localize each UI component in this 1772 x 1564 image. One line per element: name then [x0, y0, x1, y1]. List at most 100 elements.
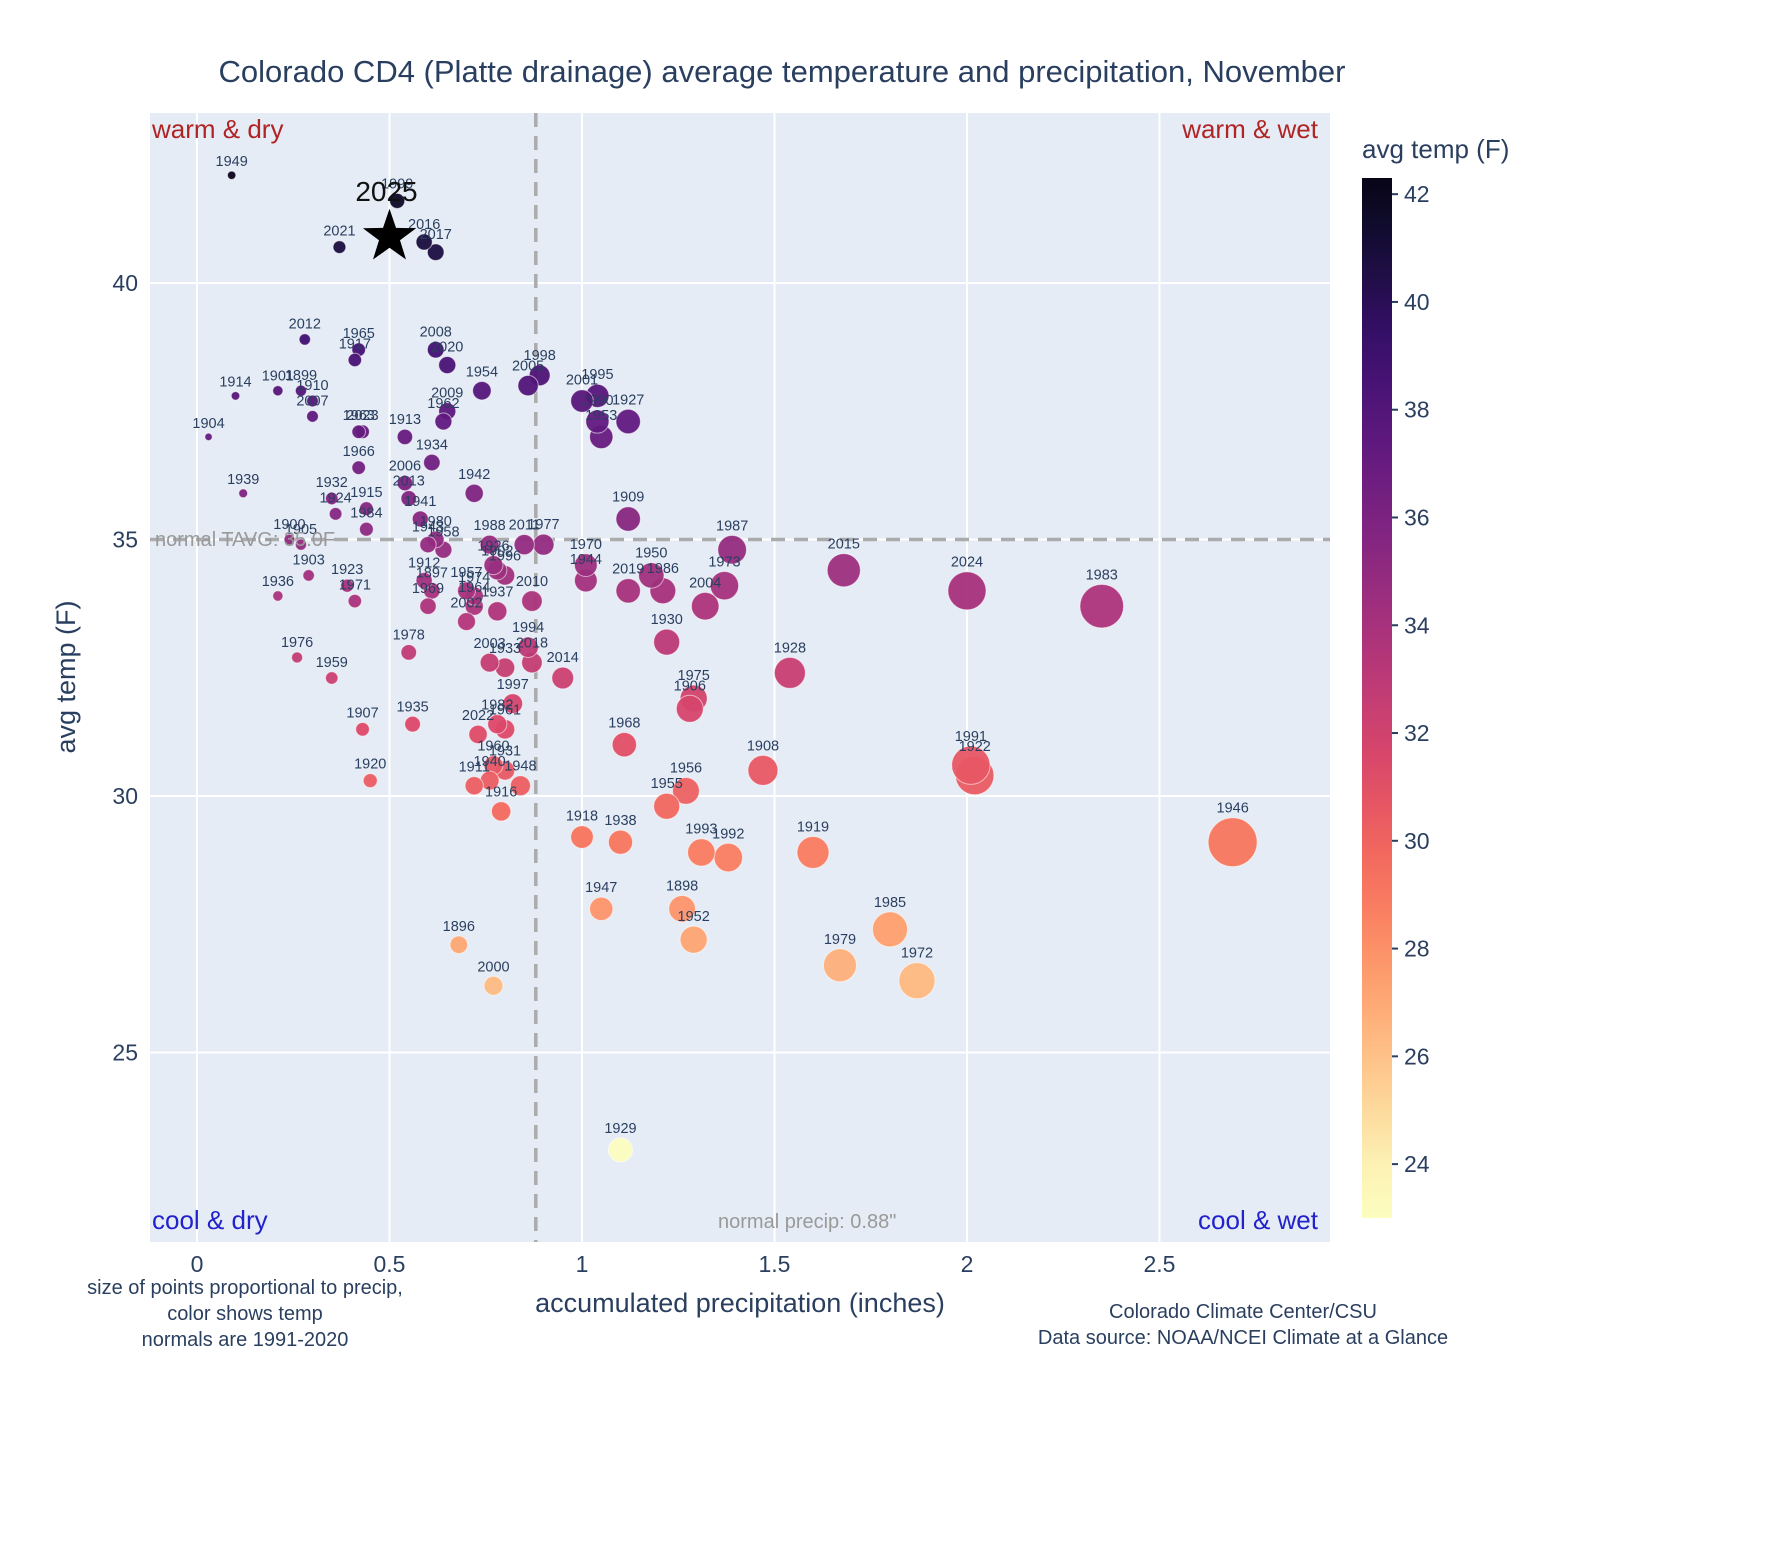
point-1983[interactable]: [1079, 583, 1125, 629]
point-1912[interactable]: [415, 571, 433, 590]
point-1999[interactable]: [389, 192, 406, 209]
point-1968[interactable]: [611, 732, 638, 758]
point-1907[interactable]: [355, 721, 370, 737]
point-1916[interactable]: [490, 801, 512, 822]
point-1954[interactable]: [472, 380, 492, 401]
point-1956[interactable]: [672, 776, 700, 805]
point-1906[interactable]: [675, 694, 704, 723]
point-2006[interactable]: [396, 474, 414, 492]
point-2011[interactable]: [513, 534, 535, 556]
point-2004[interactable]: [690, 591, 720, 621]
point-1997[interactable]: [502, 693, 524, 715]
point-1952[interactable]: [679, 925, 708, 954]
point-1970[interactable]: [573, 553, 598, 578]
point-1946[interactable]: [1207, 817, 1258, 868]
point-2020[interactable]: [438, 356, 457, 375]
point-1939[interactable]: [238, 488, 249, 499]
point-2001[interactable]: [570, 389, 594, 413]
point-1920[interactable]: [362, 773, 378, 789]
point-1935[interactable]: [404, 715, 421, 733]
point-1942[interactable]: [464, 483, 484, 503]
point-1949[interactable]: [226, 170, 237, 180]
point-1959[interactable]: [325, 671, 339, 685]
point-1966[interactable]: [351, 460, 366, 475]
point-1900[interactable]: [283, 533, 296, 546]
point-1899[interactable]: [294, 384, 308, 397]
point-1993[interactable]: [687, 838, 716, 867]
highlight-star[interactable]: [362, 208, 417, 260]
point-2000[interactable]: [483, 975, 504, 996]
point-1972[interactable]: [898, 962, 936, 1000]
point-2007[interactable]: [306, 410, 319, 423]
point-1937[interactable]: [487, 601, 508, 622]
point-1938[interactable]: [607, 829, 634, 855]
point-2013[interactable]: [400, 490, 418, 507]
point-1919[interactable]: [796, 835, 830, 869]
point-1927[interactable]: [615, 408, 641, 435]
point-1976[interactable]: [291, 651, 304, 664]
point-1957[interactable]: [457, 581, 476, 601]
point-2016[interactable]: [415, 233, 433, 251]
point-1915[interactable]: [358, 501, 374, 517]
point-1911[interactable]: [464, 776, 484, 796]
point-1982[interactable]: [487, 714, 508, 735]
point-2005[interactable]: [517, 374, 539, 397]
point-1973[interactable]: [709, 570, 740, 601]
point-1947[interactable]: [589, 896, 614, 922]
point-1910[interactable]: [306, 394, 319, 408]
point-2008[interactable]: [426, 340, 445, 359]
point-2014[interactable]: [551, 666, 575, 690]
point-1978[interactable]: [400, 644, 418, 661]
point-1936[interactable]: [272, 590, 284, 602]
point-1941[interactable]: [411, 510, 429, 528]
point-1977[interactable]: [532, 533, 555, 556]
point-1923[interactable]: [340, 578, 355, 593]
point-1979[interactable]: [822, 948, 857, 983]
point-2022[interactable]: [468, 724, 488, 745]
point-2017[interactable]: [426, 243, 445, 262]
point-1991[interactable]: [951, 745, 991, 785]
point-2015[interactable]: [826, 553, 861, 588]
point-1934[interactable]: [423, 453, 441, 472]
point-1987[interactable]: [717, 534, 747, 565]
point-1918[interactable]: [570, 825, 594, 849]
point-1909[interactable]: [615, 506, 641, 532]
point-1950[interactable]: [638, 562, 665, 589]
point-1908[interactable]: [747, 754, 779, 786]
point-1924[interactable]: [328, 507, 343, 521]
point-1963[interactable]: [351, 424, 366, 440]
point-1913[interactable]: [396, 428, 414, 446]
point-1898[interactable]: [668, 895, 696, 923]
point-2012[interactable]: [298, 333, 311, 346]
point-1985[interactable]: [871, 911, 909, 948]
point-2003[interactable]: [479, 652, 500, 673]
point-1917[interactable]: [347, 352, 363, 368]
point-1948[interactable]: [509, 775, 531, 797]
point-1914[interactable]: [230, 391, 241, 401]
point-2019[interactable]: [615, 578, 641, 604]
point-1990[interactable]: [585, 409, 610, 434]
point-1988[interactable]: [479, 534, 500, 555]
point-1929[interactable]: [607, 1137, 634, 1163]
point-1962[interactable]: [434, 412, 453, 431]
point-2002[interactable]: [457, 612, 476, 632]
point-2010[interactable]: [521, 590, 543, 612]
point-1930[interactable]: [653, 628, 681, 656]
point-1901[interactable]: [272, 385, 284, 397]
point-1955[interactable]: [653, 792, 681, 820]
point-2021[interactable]: [332, 240, 347, 254]
point-1903[interactable]: [302, 569, 315, 582]
point-1984[interactable]: [358, 521, 374, 537]
point-1926[interactable]: [483, 555, 504, 576]
point-2024[interactable]: [947, 571, 987, 611]
point-1905[interactable]: [294, 538, 308, 551]
point-1971[interactable]: [347, 593, 363, 609]
point-1994[interactable]: [517, 636, 539, 658]
point-1928[interactable]: [773, 656, 806, 689]
point-1992[interactable]: [713, 842, 744, 873]
point-1904[interactable]: [204, 432, 213, 442]
point-1969[interactable]: [419, 597, 437, 615]
point-1896[interactable]: [449, 935, 469, 955]
point-1943[interactable]: [419, 535, 437, 554]
point-1932[interactable]: [325, 491, 339, 506]
